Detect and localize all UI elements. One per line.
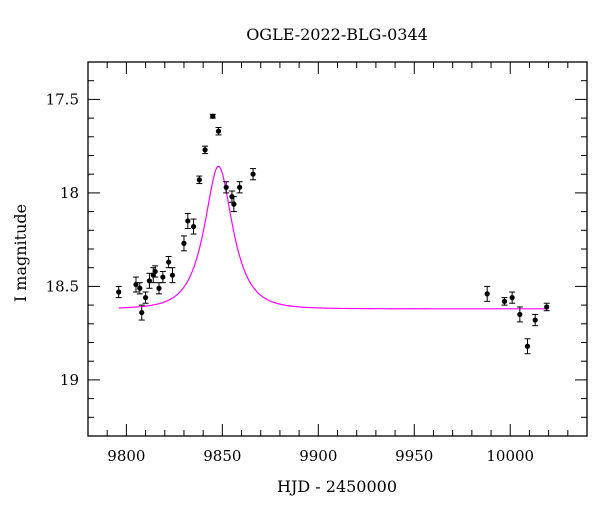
data-point: [181, 240, 187, 246]
data-point: [185, 218, 191, 224]
data-point: [532, 317, 538, 323]
data-point: [210, 113, 216, 119]
model-curve: [118, 165, 549, 310]
y-tick-label: 18: [60, 184, 79, 202]
x-tick-label: 9900: [299, 447, 337, 465]
x-tick-label: 10000: [486, 447, 534, 465]
data-point: [133, 281, 139, 288]
data-point: [517, 311, 523, 318]
plot-area: 9800 9850 9900 9950 10000 17.5 18 18.5 19: [46, 61, 588, 465]
data-point: [509, 295, 515, 301]
y-axis-title: I magnitude: [11, 204, 30, 302]
data-point: [501, 298, 508, 304]
data-point: [250, 171, 256, 177]
data-point: [215, 128, 222, 134]
y-tick-label: 19: [60, 371, 79, 389]
x-tick-label: 9950: [395, 447, 433, 465]
data-point: [160, 274, 166, 280]
chart-title: OGLE-2022-BLG-0344: [246, 25, 428, 44]
data-point: [544, 304, 550, 310]
data-point: [202, 147, 208, 153]
data-point: [156, 285, 162, 291]
data-point: [484, 291, 490, 297]
x-tick-label: 9850: [203, 447, 241, 465]
data-point: [146, 278, 153, 284]
data-point: [223, 184, 229, 190]
x-axis-title: HJD - 2450000: [277, 477, 397, 496]
data-point: [142, 295, 149, 301]
data-point: [166, 259, 172, 265]
x-tick-label: 9800: [107, 447, 145, 465]
data-point: [152, 268, 158, 275]
y-tick-label: 18.5: [46, 277, 79, 295]
plot-frame: [87, 61, 588, 437]
data-point: [196, 177, 202, 183]
y-tick-label: 17.5: [46, 90, 79, 108]
data-point: [190, 223, 197, 230]
data-point: [169, 272, 176, 278]
data-point: [139, 309, 145, 316]
data-point: [524, 343, 531, 349]
data-point: [137, 285, 143, 291]
data-point: [237, 184, 243, 190]
data-point: [116, 289, 122, 295]
data-point: [231, 201, 237, 207]
